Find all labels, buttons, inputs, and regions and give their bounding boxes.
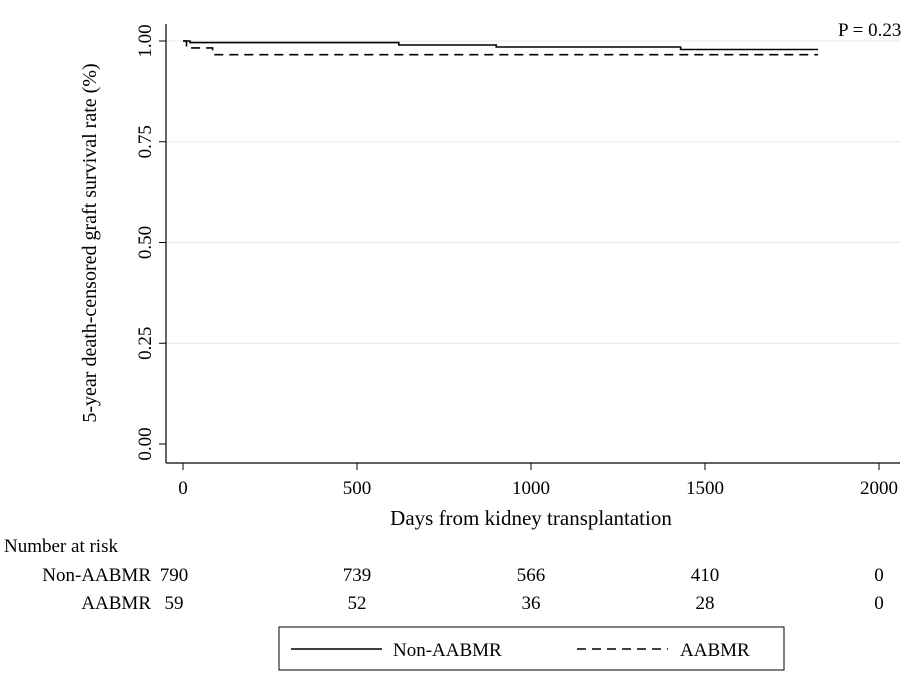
risk-value: 52 bbox=[348, 593, 367, 614]
legend: Non-AABMR AABMR bbox=[278, 626, 785, 671]
legend-box bbox=[278, 626, 785, 671]
y-axis-label: 5-year death-censored graft survival rat… bbox=[79, 63, 101, 422]
y-tick-label: 1.00 bbox=[135, 24, 156, 57]
p-value-annotation: P = 0.23 bbox=[838, 20, 901, 41]
x-tick-label: 500 bbox=[343, 478, 372, 499]
axes bbox=[165, 24, 900, 464]
y-tick-label: 0.25 bbox=[135, 327, 156, 360]
risk-value: 59 bbox=[165, 593, 184, 614]
x-tick-label: 1500 bbox=[686, 478, 724, 499]
risk-value: 0 bbox=[874, 565, 884, 586]
risk-value: 566 bbox=[517, 565, 546, 586]
y-tick-label: 0.00 bbox=[135, 427, 156, 460]
risk-table-heading: Number at risk bbox=[4, 536, 118, 557]
y-tick-label: 0.50 bbox=[135, 226, 156, 259]
risk-value: 28 bbox=[696, 593, 715, 614]
legend-label-non-aabmr: Non-AABMR bbox=[393, 640, 502, 661]
x-ticks: 0 500 1000 1500 2000 bbox=[178, 463, 898, 499]
y-tick-label: 0.75 bbox=[135, 125, 156, 158]
gridlines bbox=[166, 40, 900, 344]
risk-row-label: AABMR bbox=[81, 593, 151, 614]
y-ticks: 0.00 0.25 0.50 0.75 1.00 bbox=[135, 24, 166, 461]
legend-label-aabmr: AABMR bbox=[680, 640, 750, 661]
risk-value: 36 bbox=[522, 593, 541, 614]
risk-value: 790 bbox=[160, 565, 189, 586]
x-tick-label: 2000 bbox=[860, 478, 898, 499]
risk-table: Non-AABMR 790 739 566 410 0 AABMR 59 52 36 28 0 bbox=[42, 565, 883, 614]
series-line-aabmr bbox=[183, 40, 819, 56]
x-tick-label: 0 bbox=[178, 478, 188, 499]
risk-value: 0 bbox=[874, 593, 884, 614]
x-axis-label: Days from kidney transplantation bbox=[390, 506, 672, 530]
series-line-non-aabmr bbox=[183, 40, 819, 51]
risk-value: 410 bbox=[691, 565, 720, 586]
risk-row-label: Non-AABMR bbox=[42, 565, 151, 586]
x-tick-label: 1000 bbox=[512, 478, 550, 499]
risk-value: 739 bbox=[343, 565, 372, 586]
series-lines bbox=[183, 40, 819, 56]
